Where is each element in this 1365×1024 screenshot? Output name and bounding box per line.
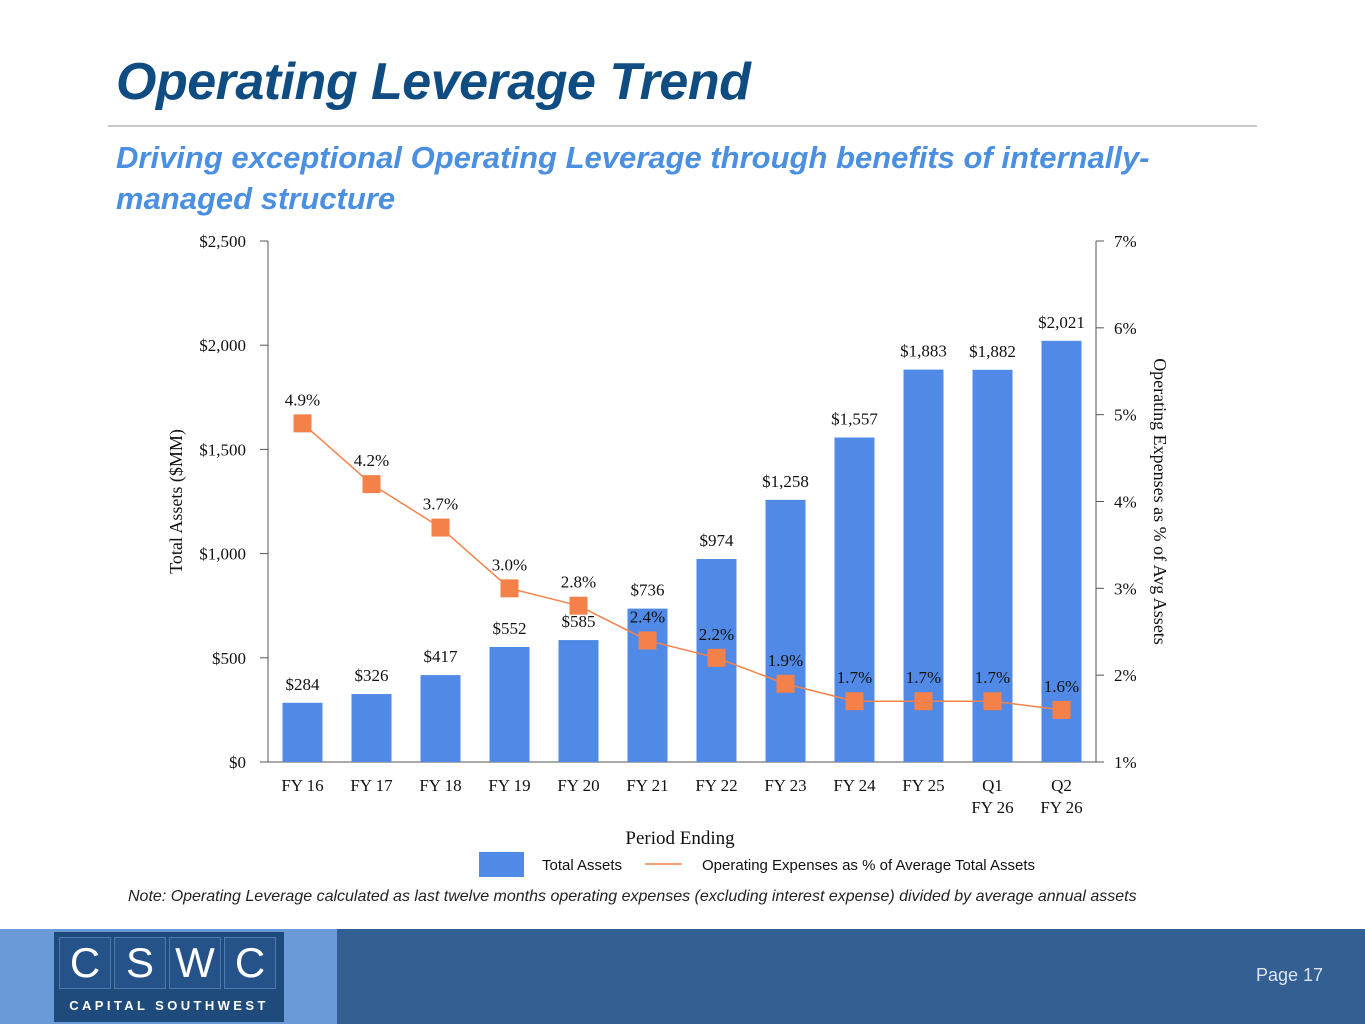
chart-data-labels: $284 $326 $417 $552 $585 $736 $974 $1,258 $1,557… [285, 313, 1085, 696]
opex-line [302, 422, 1062, 711]
y-axis-title-right: Operating Expenses as % of Avg Assets [1150, 358, 1170, 645]
logo-letters: C S W C [59, 937, 279, 989]
bar [420, 675, 461, 762]
line-series-opex-pct [293, 414, 1071, 719]
bar-value-label: $417 [424, 647, 459, 666]
y-tick-label-left: $500 [212, 649, 246, 668]
x-tick-label: FY 22 [695, 776, 737, 795]
line-point-marker [776, 674, 795, 693]
line-point-marker [500, 579, 519, 598]
y-tick-label-left: $2,500 [199, 232, 246, 251]
y-tick-label-left: $2,000 [199, 336, 246, 355]
line-point-marker [431, 518, 450, 537]
bar-value-label: $1,557 [831, 410, 878, 429]
line-value-label: 3.7% [423, 495, 458, 514]
operating-leverage-chart: $0 $500 $1,000 $1,500 $2,000 $2,500 1% 2% 3% 4% 5%… [166, 232, 1170, 877]
line-value-label: 2.2% [699, 625, 734, 644]
line-point-marker [983, 692, 1002, 711]
line-value-label: 4.9% [285, 390, 320, 409]
line-point-marker [638, 631, 657, 650]
x-tick-label: FY 20 [557, 776, 599, 795]
legend-swatch-bar [479, 852, 524, 877]
x-tick-label: FY 18 [419, 776, 461, 795]
footnote: Note: Operating Leverage calculated as l… [128, 888, 1137, 905]
line-value-label: 3.0% [492, 555, 527, 574]
bar-value-label: $552 [493, 619, 527, 638]
y-tick-label-right: 3% [1114, 579, 1137, 598]
line-value-label: 1.6% [1044, 677, 1079, 696]
bar-value-label: $2,021 [1038, 313, 1085, 332]
line-point-marker [293, 414, 312, 433]
line-value-label: 2.8% [561, 573, 596, 592]
bar-value-label: $326 [355, 666, 389, 685]
bar-value-label: $736 [631, 581, 665, 600]
page-number: Page 17 [1255, 965, 1323, 985]
logo-letter: S [114, 937, 166, 989]
y-tick-label-right: 4% [1114, 493, 1137, 512]
line-value-label: 1.7% [906, 668, 941, 687]
logo-subtitle: CAPITAL SOUTHWEST [69, 998, 269, 1013]
x-axis-title: Period Ending [625, 828, 735, 849]
y-tick-label-left: $0 [229, 753, 246, 772]
y-tick-label-right: 7% [1114, 232, 1137, 251]
x-tick-label: FY 23 [764, 776, 806, 795]
y-tick-label-left: $1,500 [199, 440, 246, 459]
bar-series-total-assets [282, 340, 1082, 762]
legend-label-total-assets: Total Assets [542, 857, 622, 874]
logo-letter: C [59, 937, 111, 989]
chart-legend: Total Assets Operating Expenses as % of A… [479, 852, 1035, 877]
logo-letter: C [224, 937, 276, 989]
y-axis-title-left: Total Assets ($MM) [166, 429, 187, 574]
line-point-marker [1052, 700, 1071, 719]
footer-logo-panel: C S W C CAPITAL SOUTHWEST [0, 929, 337, 1024]
line-value-label: 1.9% [768, 651, 803, 670]
y-tick-label-right: 1% [1114, 753, 1137, 772]
x-tick-label: FY 17 [350, 776, 393, 795]
y-tick-label-right: 2% [1114, 666, 1137, 685]
line-point-marker [569, 596, 588, 615]
x-tick-label: FY 24 [833, 776, 876, 795]
x-tick-label: Q1 FY 26 [971, 776, 1013, 817]
x-tick-label: FY 25 [902, 776, 944, 795]
logo-letter: W [169, 937, 221, 989]
page-subtitle: Driving exceptional Operating Leverage t… [116, 140, 1150, 216]
title-divider [108, 125, 1257, 127]
cswc-logo: C S W C CAPITAL SOUTHWEST [54, 932, 284, 1022]
line-point-marker [914, 692, 933, 711]
bar-value-label: $1,882 [969, 342, 1016, 361]
line-point-marker [707, 648, 726, 667]
x-tick-label: FY 21 [626, 776, 668, 795]
bar-value-label: $284 [286, 675, 321, 694]
bar-value-label: $585 [562, 612, 596, 631]
y-tick-label-right: 5% [1114, 406, 1137, 425]
line-point-marker [845, 692, 864, 711]
line-value-label: 2.4% [630, 607, 665, 626]
x-tick-label: FY 16 [281, 776, 323, 795]
bar [1041, 340, 1082, 762]
bar [351, 694, 392, 762]
legend-label-opex: Operating Expenses as % of Average Total… [702, 857, 1035, 874]
bar [489, 646, 530, 762]
line-value-label: 4.2% [354, 451, 389, 470]
line-point-marker [362, 475, 381, 494]
bar [558, 640, 599, 762]
y-tick-label-right: 6% [1114, 319, 1137, 338]
chart-axes: $0 $500 $1,000 $1,500 $2,000 $2,500 1% 2% 3% 4% 5%… [166, 232, 1170, 849]
footer-bar: C S W C CAPITAL SOUTHWEST Page 17 [0, 929, 1365, 1024]
line-value-label: 1.7% [975, 668, 1010, 687]
x-tick-label: Q2 FY 26 [1040, 776, 1082, 817]
y-tick-label-left: $1,000 [199, 545, 246, 564]
bar [765, 499, 806, 762]
x-tick-label: FY 19 [488, 776, 530, 795]
bar-value-label: $1,258 [762, 472, 809, 491]
bar [834, 437, 875, 762]
bar [282, 702, 323, 762]
bar-value-label: $1,883 [900, 342, 947, 361]
page-title: Operating Leverage Trend [116, 53, 751, 111]
line-value-label: 1.7% [837, 668, 872, 687]
bar-value-label: $974 [700, 531, 735, 550]
